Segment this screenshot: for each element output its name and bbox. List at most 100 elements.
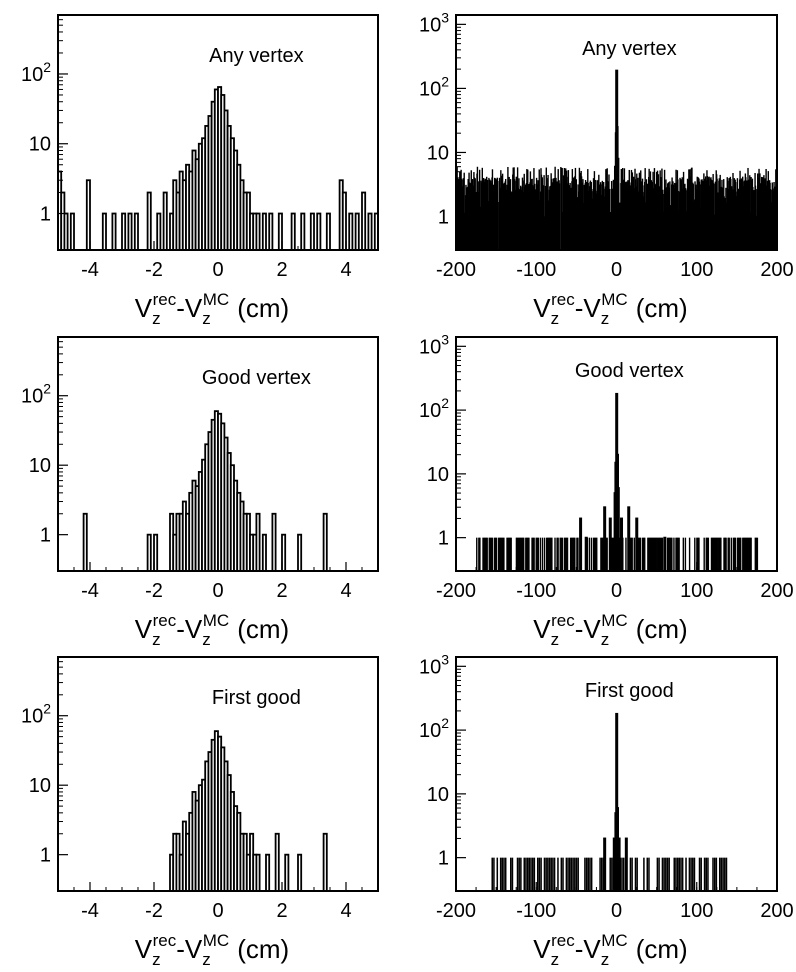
histogram-bar xyxy=(523,857,526,891)
histogram-bar xyxy=(533,537,535,571)
histogram-bar xyxy=(255,853,261,891)
histogram-bar xyxy=(584,857,586,891)
histogram-bar xyxy=(587,857,590,891)
histogram-bar xyxy=(501,537,503,571)
histogram-bar xyxy=(516,537,519,571)
histogram-bar xyxy=(265,853,271,891)
histogram-bar xyxy=(744,537,746,571)
histogram-bar xyxy=(651,537,653,571)
histogram-bar xyxy=(316,212,322,250)
histogram-bar xyxy=(531,537,533,571)
histogram-bar xyxy=(733,537,736,571)
histogram-bar xyxy=(727,537,729,571)
histogram-bar xyxy=(463,172,465,250)
histogram-bar xyxy=(561,167,563,250)
histogram-bar xyxy=(510,857,512,891)
y-tick-label: 103 xyxy=(419,651,449,678)
histogram-bar xyxy=(637,537,640,571)
panel-5: -4 -2 0 2 4 1 10 102 First good Vzrec-VzMC (cm) xyxy=(21,656,379,969)
x-tick-label: 100 xyxy=(680,580,713,602)
histogram-bar xyxy=(552,857,554,891)
histogram-bar xyxy=(568,857,571,891)
histogram-bar xyxy=(127,212,133,250)
histogram-bar xyxy=(121,212,127,250)
histogram-bar xyxy=(561,537,564,571)
histogram-bar xyxy=(723,537,725,571)
x-tick-label: -4 xyxy=(81,900,99,922)
x-axis-label: Vzrec-VzMC (cm) xyxy=(135,290,289,328)
histogram-bar xyxy=(643,857,645,891)
histogram-bar xyxy=(669,181,671,250)
histogram-bar xyxy=(300,212,306,250)
x-tick-label: 0 xyxy=(212,900,223,922)
histogram-bar xyxy=(528,537,530,571)
histogram-bar xyxy=(661,537,664,571)
chart-title: Any vertex xyxy=(582,38,676,60)
histogram-bar xyxy=(550,857,552,891)
panel-3: -4 -2 0 2 4 1 10 102 Good vertex Vzrec-VzMC (cm) xyxy=(21,336,379,649)
y-tick-label: 102 xyxy=(419,395,449,422)
histogram-bars xyxy=(169,730,328,891)
histogram-bar xyxy=(654,537,656,571)
histogram-bars xyxy=(456,69,777,250)
histogram-bar xyxy=(625,537,627,571)
histogram-bar xyxy=(541,537,544,571)
x-tick-label: -2 xyxy=(145,580,163,602)
x-tick-label: 4 xyxy=(340,580,351,602)
histogram-bar xyxy=(685,857,687,891)
histogram-bar xyxy=(539,537,542,571)
histogram-bar xyxy=(684,537,687,571)
histogram-bar xyxy=(501,857,504,891)
histogram-bar xyxy=(565,537,568,571)
histogram-bar xyxy=(571,537,573,571)
histogram-bar xyxy=(678,857,681,891)
histogram-bar xyxy=(661,857,664,891)
histogram-bar xyxy=(536,537,538,571)
histogram-bar xyxy=(354,212,360,250)
panel-1: -4 -2 0 2 4 1 10 102 Any vertex Vzrec-VzMC (cm) xyxy=(21,14,379,328)
histogram-bar xyxy=(673,857,675,891)
histogram-bar xyxy=(728,537,730,571)
histogram-bar xyxy=(736,537,739,571)
histogram-bar xyxy=(603,506,607,571)
panel-4: -200 -100 0 100 200 1 10 102 103 Good vertex Vzrec… xyxy=(419,331,794,649)
histogram-bar xyxy=(516,857,519,891)
histogram-bar xyxy=(531,857,534,891)
histogram-bar xyxy=(748,537,750,571)
histogram-bar xyxy=(713,857,716,891)
histogram-bar xyxy=(745,537,747,571)
x-tick-label: 2 xyxy=(276,259,287,281)
histogram-bar xyxy=(722,857,724,891)
histogram-bar xyxy=(713,183,715,250)
histogram-bar xyxy=(755,537,758,571)
histogram-bar xyxy=(261,212,267,250)
histogram-bar xyxy=(718,537,720,571)
histogram-bar xyxy=(646,857,649,891)
histogram-bar xyxy=(558,183,561,250)
histogram-bar xyxy=(737,537,740,571)
histogram-bar xyxy=(274,832,280,891)
x-tick-label: 0 xyxy=(611,259,622,281)
x-tick-label: -4 xyxy=(81,580,99,602)
histogram-bar xyxy=(546,178,548,250)
histogram-bar xyxy=(297,853,303,891)
histogram-bar xyxy=(517,537,520,571)
histogram-bar xyxy=(588,537,591,571)
histogram-bar xyxy=(616,157,620,250)
histogram-bar xyxy=(648,857,650,891)
histogram-bar xyxy=(521,177,524,250)
histogram-bar xyxy=(631,857,633,891)
histogram-bar xyxy=(724,537,726,571)
histogram-bar xyxy=(639,537,642,571)
y-tick-label: 1 xyxy=(40,845,51,867)
histogram-bar xyxy=(716,537,718,571)
histogram-bar xyxy=(499,857,502,891)
histogram-bar xyxy=(732,537,735,571)
histogram-bar xyxy=(767,171,770,250)
histogram-bar xyxy=(694,537,696,571)
histogram-bar xyxy=(696,537,698,571)
histogram-bar xyxy=(738,537,741,571)
histogram-bar xyxy=(603,837,607,891)
histogram-bar xyxy=(720,537,722,571)
histogram-bar xyxy=(743,537,745,571)
